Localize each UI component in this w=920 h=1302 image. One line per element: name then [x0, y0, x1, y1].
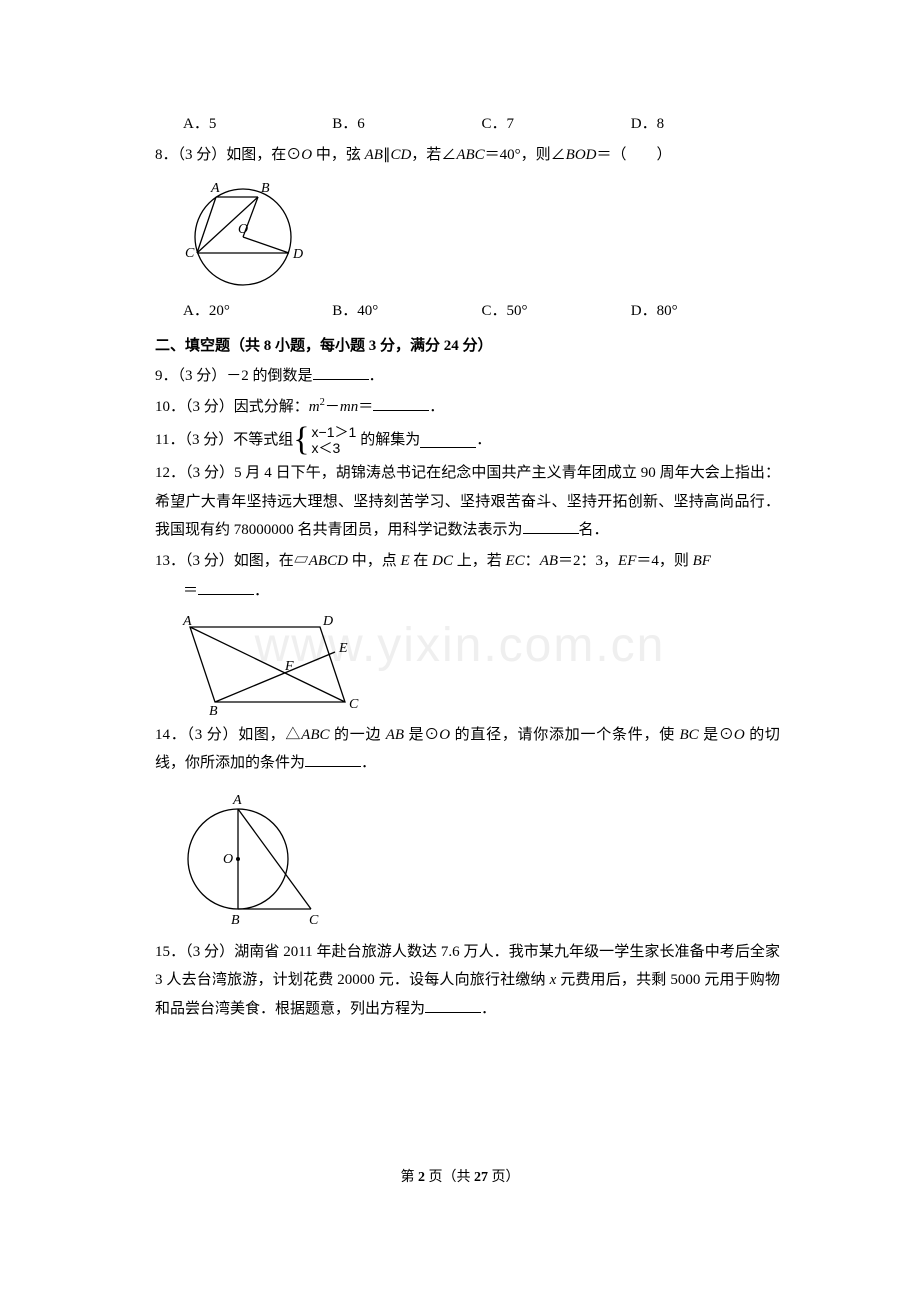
q13-label-d: D: [322, 614, 333, 629]
q7-opt-d: D．8: [631, 110, 780, 139]
q8-label-o: O: [238, 222, 248, 237]
q13-label-c: C: [349, 697, 359, 712]
q8-opt-b: B．40°: [332, 297, 481, 326]
q7-opt-a: A．5: [183, 110, 332, 139]
q13-blank: [198, 579, 254, 595]
footer-total: 27: [474, 1170, 488, 1185]
q8-opt-a: A．20°: [183, 297, 332, 326]
page-footer: 第 2 页（共 27 页）: [0, 1165, 920, 1192]
q9-blank: [313, 364, 369, 380]
q13: 13．（3 分）如图，在▱ABCD 中，点 E 在 DC 上，若 EC：AB＝2…: [155, 547, 780, 576]
q10-pre: 10．（3 分）因式分解：: [155, 399, 309, 415]
q13-label-f: F: [284, 659, 294, 674]
q14-label-a: A: [232, 793, 242, 808]
q14-blank: [305, 751, 361, 767]
q14-label-c: C: [309, 913, 319, 928]
q12-text: 12．（3 分）5 月 4 日下午，胡锦涛总书记在纪念中国共产主义青年团成立 9…: [155, 465, 780, 538]
q8-stem: 8．（3 分）如图，在⊙O 中，弦 AB∥CD，若∠ABC＝40°，则∠BOD＝…: [155, 141, 780, 170]
q15-period: ．: [481, 1001, 496, 1017]
q9-text: 9．（3 分）－2 的倒数是: [155, 368, 313, 384]
q8-label-d: D: [292, 247, 303, 262]
q11-l1: x−1＞1: [312, 424, 357, 440]
section-2-title: 二、填空题（共 8 小题，每小题 3 分，满分 24 分）: [155, 332, 780, 361]
q14-label-o: O: [223, 852, 233, 867]
q13-label-b: B: [209, 704, 218, 717]
q13-eq: ＝: [183, 583, 198, 599]
q15: 15．（3 分）湖南省 2011 年赴台旅游人数达 7.6 万人．我市某九年级一…: [155, 938, 780, 1024]
q11-post: 的解集为: [360, 426, 420, 455]
q14-figure: A O B C: [183, 784, 780, 934]
q8-opt-d: D．80°: [631, 297, 780, 326]
q9: 9．（3 分）－2 的倒数是 ．: [155, 362, 780, 391]
q10: 10．（3 分）因式分解：m2－mn＝ ．: [155, 393, 780, 422]
q10-blank: [373, 395, 429, 411]
footer-post: 页）: [488, 1170, 520, 1185]
q10-period: ．: [429, 399, 444, 415]
footer-mid: 页（共: [425, 1170, 474, 1185]
q11-system: x−1＞1 x＜3: [312, 424, 357, 456]
q7-options: A．5 B．6 C．7 D．8: [155, 110, 780, 139]
q8-options: A．20° B．40° C．50° D．80°: [155, 297, 780, 326]
footer-pre: 第: [401, 1170, 419, 1185]
page-content: A．5 B．6 C．7 D．8 8．（3 分）如图，在⊙O 中，弦 AB∥CD，…: [155, 110, 780, 1023]
q9-period: ．: [369, 368, 384, 384]
q14: 14．（3 分）如图，△ABC 的一边 AB 是⊙O 的直径，请你添加一个条件，…: [155, 721, 780, 778]
q12-blank: [523, 518, 579, 534]
q13-label-a: A: [182, 614, 192, 629]
footer-page: 2: [418, 1170, 425, 1185]
q10-expr: m2－mn＝: [309, 399, 373, 415]
q11-pre: 11．（3 分）不等式组: [155, 426, 293, 455]
q11-brace: {: [293, 423, 309, 457]
q8-figure: A B C D O: [183, 175, 780, 293]
q14-period: ．: [361, 755, 376, 771]
q11-period: ．: [476, 426, 491, 455]
q15-blank: [425, 997, 481, 1013]
q13-figure: A D E C B F: [165, 612, 780, 717]
q14-pre: 14．（3 分）如图，△ABC 的一边 AB 是⊙O 的直径，请你添加一个条件，…: [155, 727, 780, 772]
q8-label-b: B: [261, 181, 270, 196]
q11-blank: [420, 432, 476, 448]
q12: 12．（3 分）5 月 4 日下午，胡锦涛总书记在纪念中国共产主义青年团成立 9…: [155, 459, 780, 545]
q13-line2: ＝．: [155, 577, 780, 606]
q8-opt-c: C．50°: [482, 297, 631, 326]
q13-pre: 13．（3 分）如图，在▱ABCD 中，点 E 在 DC 上，若 EC：AB＝2…: [155, 553, 711, 569]
q11-l2: x＜3: [312, 440, 357, 456]
q8-label-a: A: [210, 181, 220, 196]
q8-label-c: C: [185, 246, 195, 261]
q11: 11．（3 分）不等式组 { x−1＞1 x＜3 的解集为 ．: [155, 423, 780, 457]
q12-tail: 名．: [579, 522, 609, 538]
q13-period: ．: [254, 583, 269, 599]
q7-opt-c: C．7: [482, 110, 631, 139]
q14-label-b: B: [231, 913, 240, 928]
q13-label-e: E: [338, 641, 348, 656]
q7-opt-b: B．6: [332, 110, 481, 139]
